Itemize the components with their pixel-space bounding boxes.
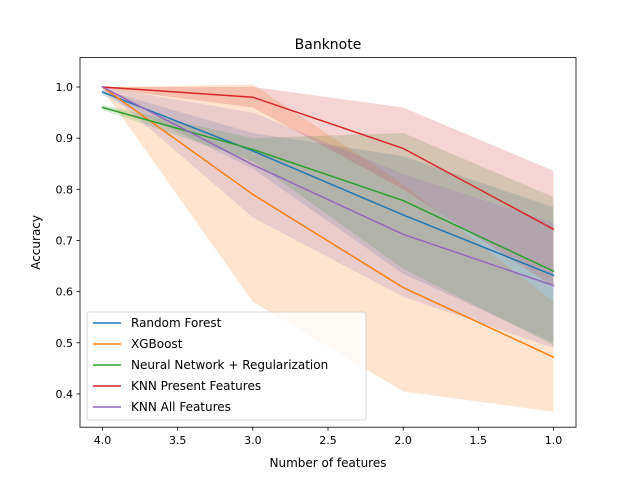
y-tick-label: 0.8 bbox=[56, 183, 74, 196]
series-line-knn-all-features bbox=[101, 85, 555, 287]
legend-item-label: KNN All Features bbox=[131, 400, 231, 414]
y-tick-label: 0.7 bbox=[56, 234, 74, 247]
legend-item-label: Random Forest bbox=[131, 316, 222, 330]
series-line-neural-network-regularization bbox=[101, 106, 555, 273]
band-knn-all-features bbox=[102, 87, 554, 348]
x-axis-label: Number of features bbox=[270, 456, 387, 470]
legend-item-label: KNN Present Features bbox=[131, 379, 261, 393]
x-tick-label: 1.0 bbox=[545, 434, 563, 447]
chart-title: Banknote bbox=[295, 37, 362, 53]
band-knn-present-features bbox=[102, 87, 554, 287]
y-axis-ticks: 0.4 0.5 0.6 0.7 0.8 0.9 1.0 bbox=[56, 81, 80, 401]
x-axis-ticks: 4.0 3.5 3.0 2.5 2.0 1.5 1.0 bbox=[94, 427, 562, 447]
series-line-xgboost bbox=[101, 85, 555, 359]
confidence-bands bbox=[102, 84, 554, 412]
series-line-knn-present-features bbox=[101, 86, 555, 231]
y-axis-label: Accuracy bbox=[29, 215, 43, 270]
y-tick-label: 0.5 bbox=[56, 337, 74, 350]
x-tick-label: 3.5 bbox=[169, 434, 187, 447]
band-xgboost bbox=[102, 84, 554, 412]
x-tick-label: 2.5 bbox=[319, 434, 337, 447]
legend-box bbox=[86, 311, 367, 421]
x-tick-label: 3.0 bbox=[244, 434, 262, 447]
y-tick-label: 0.4 bbox=[56, 388, 74, 401]
legend-item-label: Neural Network + Regularization bbox=[131, 358, 328, 372]
x-tick-label: 2.0 bbox=[394, 434, 412, 447]
x-tick-label: 1.5 bbox=[470, 434, 488, 447]
y-tick-label: 0.9 bbox=[56, 132, 74, 145]
series-line-random-forest bbox=[101, 91, 555, 277]
series-lines bbox=[101, 85, 555, 359]
x-tick-label: 4.0 bbox=[94, 434, 112, 447]
y-tick-label: 0.6 bbox=[56, 286, 74, 299]
band-neural-network-regularization bbox=[102, 104, 554, 346]
y-tick-label: 1.0 bbox=[56, 81, 74, 94]
band-random-forest bbox=[102, 89, 554, 343]
legend-item-label: XGBoost bbox=[131, 337, 183, 351]
legend: Random Forest XGBoost Neural Network + Reg… bbox=[86, 311, 367, 421]
